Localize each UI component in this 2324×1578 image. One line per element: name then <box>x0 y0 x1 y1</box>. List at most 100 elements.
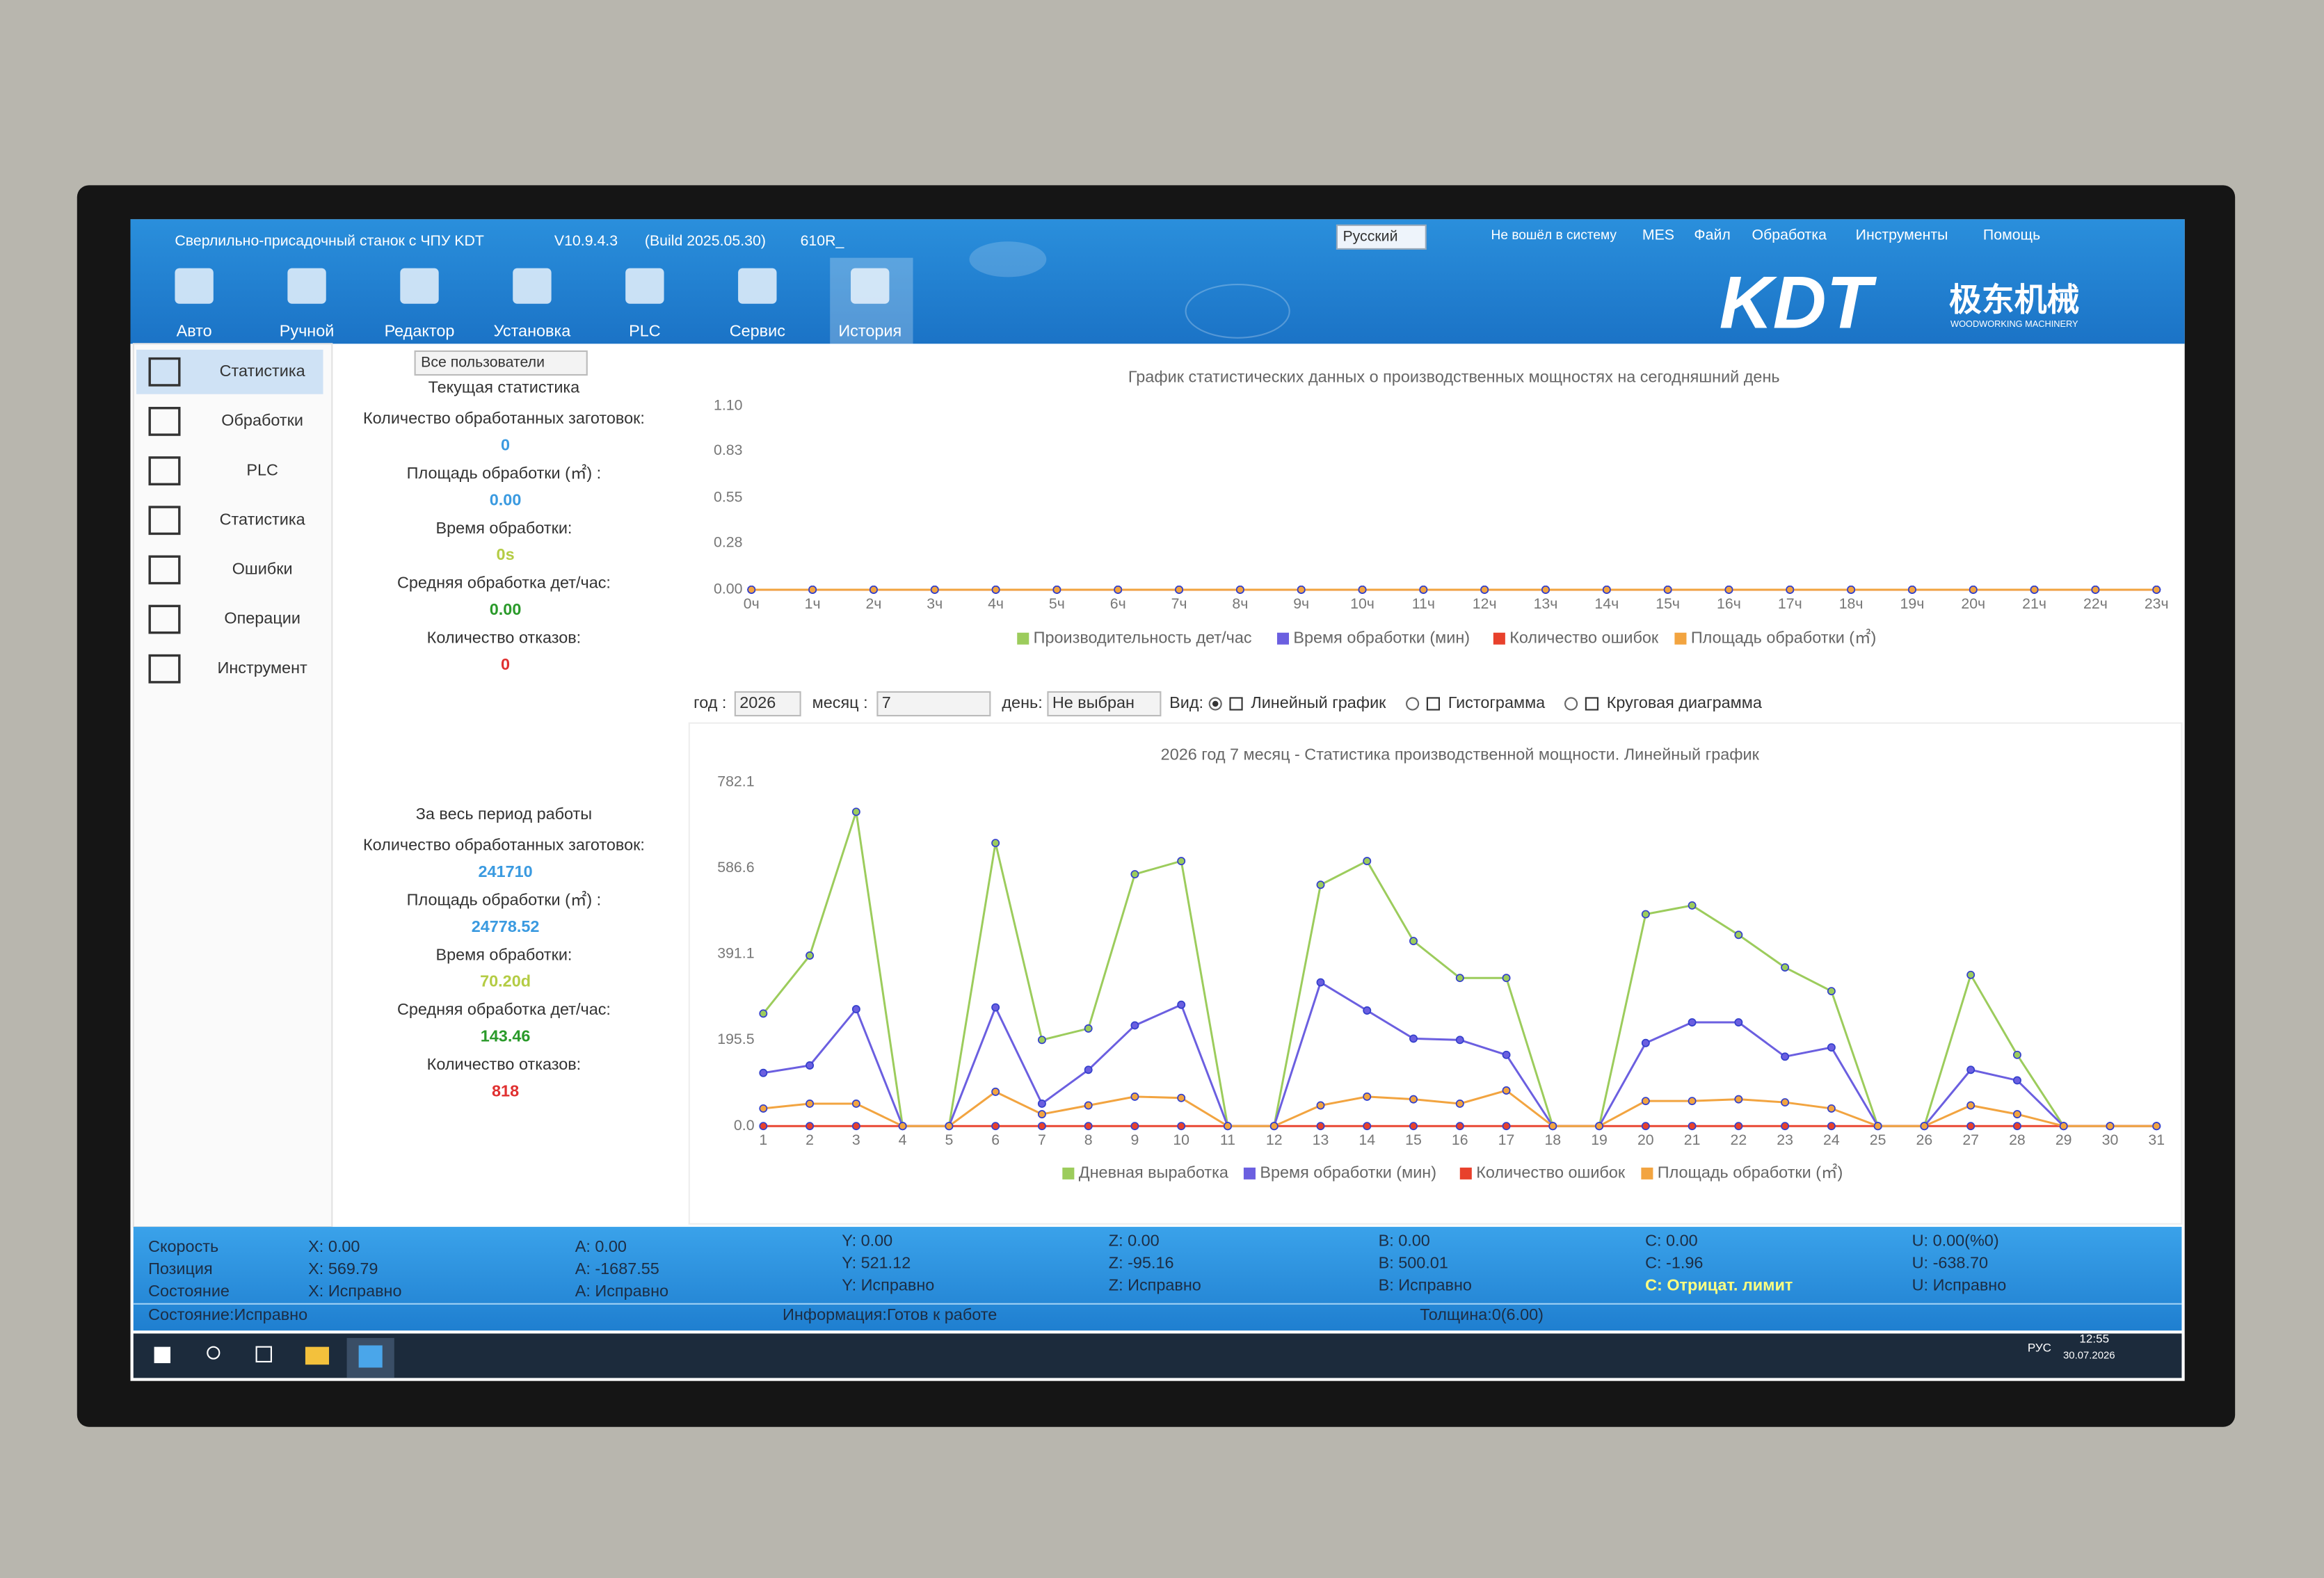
day-select[interactable] <box>1047 691 1162 717</box>
legend-swatch[interactable] <box>1641 1167 1653 1180</box>
legend-swatch[interactable] <box>1017 632 1029 645</box>
data-point <box>1502 1122 1511 1131</box>
side-item[interactable]: Статистика <box>220 362 306 380</box>
axis-value: Z: Исправно <box>1109 1275 1201 1294</box>
legend-swatch[interactable] <box>1062 1167 1075 1180</box>
stat-value: 0s <box>497 545 515 563</box>
x-tick-label: 14ч <box>1594 595 1619 612</box>
data-point <box>945 1122 954 1131</box>
data-point <box>1130 1021 1139 1030</box>
data-point <box>898 1122 907 1131</box>
data-point <box>1455 1036 1464 1045</box>
side-item[interactable]: Статистика <box>220 510 306 528</box>
data-point <box>930 585 939 594</box>
menu-item[interactable]: Файл <box>1694 226 1730 243</box>
menu-item[interactable]: Обработка <box>1752 226 1827 243</box>
legend-swatch[interactable] <box>1674 632 1687 645</box>
side-icon <box>148 456 181 485</box>
axis-value: Z: -95.16 <box>1109 1254 1174 1272</box>
search-icon[interactable] <box>207 1346 221 1360</box>
y-tick-label: 0.55 <box>714 488 742 505</box>
tray-date: 30.07.2026 <box>2063 1350 2115 1361</box>
menu-item[interactable]: Помощь <box>1983 226 2040 243</box>
radio[interactable] <box>1406 697 1420 711</box>
side-item[interactable]: Инструмент <box>218 659 307 677</box>
year-select[interactable] <box>734 691 801 717</box>
taskview-icon[interactable] <box>255 1346 272 1363</box>
view-option[interactable]: Линейный график <box>1251 693 1386 711</box>
data-point <box>1235 585 1244 594</box>
explorer-icon[interactable] <box>305 1346 330 1365</box>
side-item[interactable]: Обработки <box>221 411 303 429</box>
status-label: Скорость <box>148 1237 218 1255</box>
data-point <box>1130 870 1139 879</box>
legend-swatch[interactable] <box>1493 632 1505 645</box>
data-point <box>2091 585 2100 594</box>
tool-label[interactable]: PLC <box>629 321 661 339</box>
radio[interactable] <box>1564 697 1578 711</box>
side-item[interactable]: Ошибки <box>232 560 293 578</box>
legend-swatch[interactable] <box>1459 1167 1472 1180</box>
x-tick-label: 11 <box>1220 1132 1235 1148</box>
stat-value: 0 <box>501 655 510 673</box>
menu-item[interactable]: Инструменты <box>1856 226 1948 243</box>
data-point <box>1827 1043 1836 1052</box>
data-point <box>1781 1122 1790 1131</box>
stat-label: Время обработки: <box>435 519 572 537</box>
chart-card <box>688 722 2183 1225</box>
data-point <box>1688 1097 1697 1106</box>
legend-label[interactable]: Дневная выработка <box>1079 1164 1229 1182</box>
data-point <box>1130 1092 1139 1101</box>
menu-item[interactable]: MES <box>1642 226 1674 243</box>
tool-icon <box>287 268 326 304</box>
data-point <box>1641 910 1650 919</box>
tool-label[interactable]: Установка <box>494 321 572 339</box>
legend-label[interactable]: Площадь обработки (㎡) <box>1658 1164 1843 1182</box>
data-point <box>2012 1110 2021 1119</box>
legend-swatch[interactable] <box>1243 1167 1256 1180</box>
radio-dot <box>1212 700 1219 707</box>
data-point <box>991 1087 1000 1096</box>
tool-label[interactable]: Редактор <box>385 321 455 339</box>
x-tick-label: 26 <box>1916 1132 1933 1148</box>
sidebar <box>132 343 333 1228</box>
data-point <box>1316 880 1325 889</box>
data-point <box>1966 1101 1976 1110</box>
tool-icon <box>625 268 664 304</box>
side-item[interactable]: PLC <box>246 460 278 478</box>
tool-label[interactable]: Сервис <box>730 321 785 339</box>
x-tick-label: 19 <box>1591 1132 1608 1148</box>
user-select[interactable] <box>414 350 588 376</box>
login[interactable]: Не вошёл в систему <box>1491 228 1617 243</box>
data-point <box>1316 1122 1325 1131</box>
legend-label[interactable]: Площадь обработки (㎡) <box>1691 628 1876 646</box>
axis-value: B: Исправно <box>1379 1275 1472 1294</box>
legend-swatch[interactable] <box>1276 632 1289 645</box>
data-point <box>808 585 817 594</box>
tool-label[interactable]: Авто <box>177 321 212 339</box>
x-tick-label: 13ч <box>1534 595 1558 612</box>
legend-label[interactable]: Время обработки (мин) <box>1260 1164 1436 1182</box>
legend-label[interactable]: Количество ошибок <box>1509 628 1659 646</box>
view-option[interactable]: Гистограмма <box>1448 693 1546 711</box>
legend-label[interactable]: Производительность дет/час <box>1034 628 1252 646</box>
data-point <box>1455 974 1464 983</box>
tool-label[interactable]: История <box>838 321 901 339</box>
data-point <box>1037 1099 1046 1108</box>
data-point <box>1409 1095 1418 1104</box>
x-tick-label: 24 <box>1823 1132 1840 1148</box>
side-item[interactable]: Операции <box>224 609 300 627</box>
language-select[interactable] <box>1336 224 1427 250</box>
data-point <box>2106 1122 2115 1131</box>
x-tick-label: 29 <box>2055 1132 2072 1148</box>
taskbar <box>133 1333 2182 1378</box>
month-select[interactable] <box>876 691 991 717</box>
legend-label[interactable]: Количество ошибок <box>1476 1164 1626 1182</box>
x-tick-label: 7 <box>1038 1132 1046 1148</box>
view-option[interactable]: Круговая диаграмма <box>1607 693 1763 711</box>
tool-label[interactable]: Ручной <box>280 321 335 339</box>
y-tick-label: 391.1 <box>717 945 754 962</box>
legend-label[interactable]: Время обработки (мин) <box>1293 628 1470 646</box>
start-button[interactable] <box>154 1346 171 1364</box>
y-tick-label: 0.83 <box>714 442 742 458</box>
